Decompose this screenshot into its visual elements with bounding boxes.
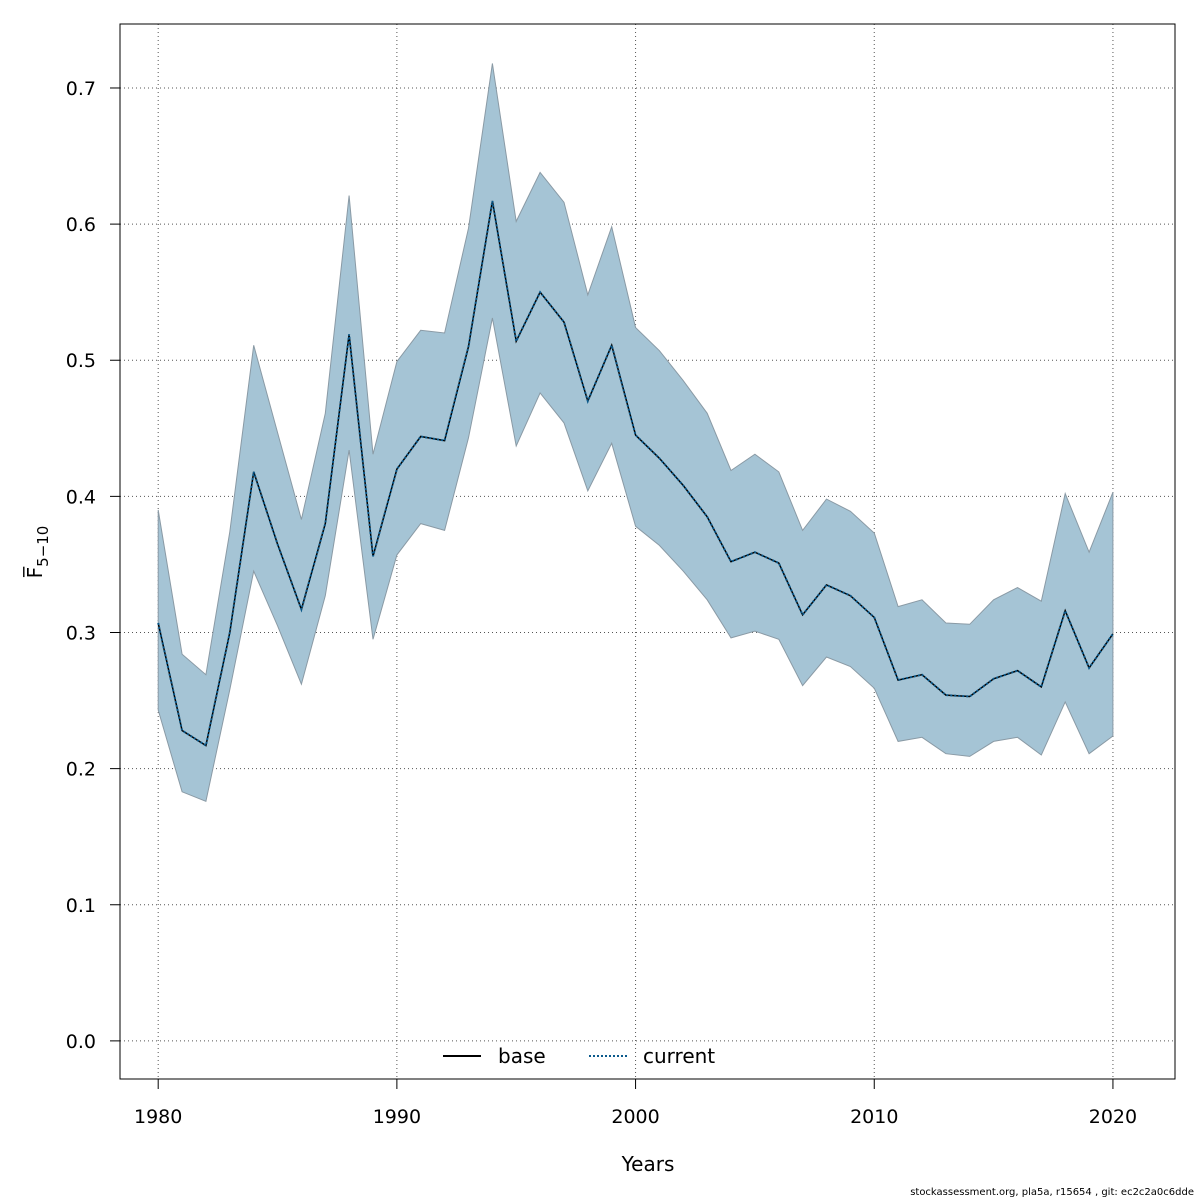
x-tick-label: 2000 (611, 1106, 659, 1128)
x-tick-label: 1980 (134, 1106, 182, 1128)
legend: base current (443, 1044, 715, 1068)
x-axis-label: Years (621, 1152, 675, 1176)
series-line-current (157, 200, 1114, 748)
y-tick-label: 0.3 (66, 622, 96, 644)
y-axis-label-subscript: 5−10 (34, 526, 52, 567)
axes: 1980 1990 2000 2010 2020 0.0 0.1 0.2 0.3 0.4 0.5 0.… (66, 78, 1137, 1128)
x-tick-label: 2010 (850, 1106, 898, 1128)
series-lines (157, 200, 1114, 748)
y-tick-label: 0.2 (66, 759, 96, 781)
y-tick-label: 0.7 (66, 78, 96, 100)
y-tick-label: 0.5 (66, 350, 96, 372)
footer-credit: stockassessment.org, pla5a, r15654 , git… (910, 1187, 1194, 1198)
y-tick-label: 0.4 (66, 486, 96, 508)
y-axis-label-main: F̅ (22, 566, 47, 579)
y-tick-label: 0.1 (66, 895, 96, 917)
x-tick-label: 1990 (373, 1106, 421, 1128)
legend-label-base: base (498, 1044, 546, 1068)
x-tick-label: 2020 (1089, 1106, 1137, 1128)
y-tick-label: 0.6 (66, 214, 96, 236)
legend-label-current: current (643, 1044, 715, 1068)
y-axis-label: F̅5−10 (22, 526, 52, 579)
y-tick-label: 0.0 (66, 1031, 96, 1053)
svg-text:F̅5−10: F̅5−10 (22, 526, 52, 579)
